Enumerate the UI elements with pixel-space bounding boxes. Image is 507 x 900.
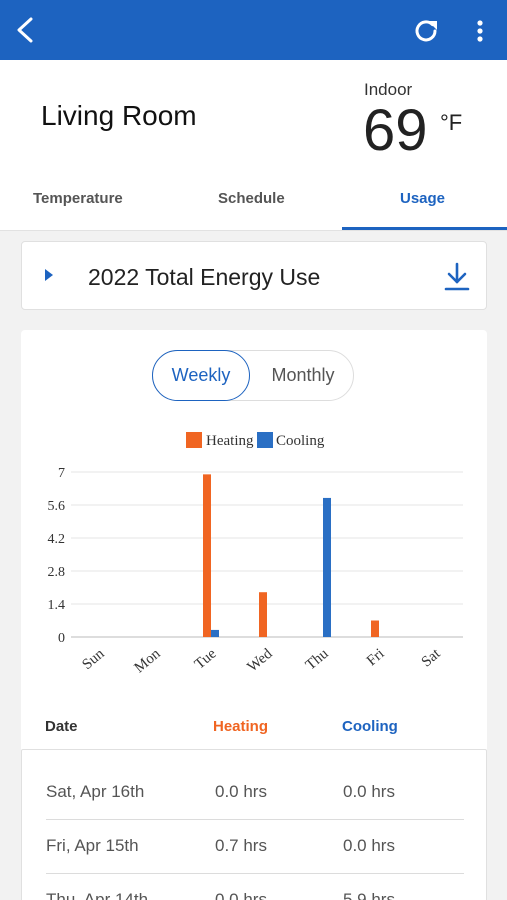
usage-table: Sat, Apr 16th 0.0 hrs 0.0 hrs Fri, Apr 1…: [21, 749, 487, 900]
column-heating: Heating: [213, 718, 269, 735]
x-tick-label: Sat: [419, 645, 445, 670]
usage-chart-card: Weekly Monthly Heating Cooling 0 1.4 2.8 4.…: [21, 330, 487, 900]
period-toggle: Weekly Monthly: [152, 350, 354, 401]
bar-heating-tue: [203, 474, 211, 637]
more-vertical-icon[interactable]: [470, 17, 490, 45]
row-date: Sat, Apr 16th: [46, 782, 145, 801]
row-date: Fri, Apr 15th: [46, 836, 139, 855]
y-tick-label: 1.4: [48, 598, 66, 613]
caret-right-icon[interactable]: [44, 268, 54, 282]
tab-bar: Temperature Schedule Usage: [0, 170, 507, 231]
y-tick-label: 7: [58, 466, 65, 481]
usage-bar-chart: Heating Cooling 0 1.4 2.8 4.2 5.6 7 Sun Mon Tue…: [48, 432, 463, 676]
bar-heating-wed: [259, 592, 267, 637]
bar-cooling-thu: [323, 497, 331, 637]
indoor-label: Indoor: [364, 80, 413, 99]
row-date: Thu, Apr 14th: [46, 890, 149, 900]
x-tick-label: Wed: [245, 645, 276, 675]
row-cooling: 0.0 hrs: [343, 836, 395, 855]
energy-use-title: 2022 Total Energy Use: [88, 264, 321, 290]
legend-heating-label: Heating: [206, 433, 254, 449]
table-row: Fri, Apr 15th 0.7 hrs 0.0 hrs: [22, 820, 486, 874]
x-tick-label: Fri: [364, 646, 388, 670]
usage-table-header: Date Heating Cooling: [21, 710, 487, 750]
y-tick-label: 5.6: [48, 499, 66, 514]
x-tick-label: Mon: [132, 645, 164, 676]
energy-use-card[interactable]: 2022 Total Energy Use: [21, 241, 487, 310]
row-divider: [46, 819, 464, 820]
temperature-unit: °F: [440, 110, 463, 135]
indoor-temperature: 69: [363, 98, 428, 163]
tab-temperature[interactable]: Temperature: [33, 190, 123, 207]
column-date: Date: [45, 718, 78, 735]
room-name: Living Room: [41, 100, 197, 131]
x-tick-label: Sun: [79, 645, 108, 673]
legend-cooling-swatch: [257, 432, 273, 448]
row-heating: 0.7 hrs: [215, 836, 267, 855]
bar-heating-fri: [371, 620, 379, 637]
refresh-icon[interactable]: [413, 17, 441, 45]
download-icon[interactable]: [444, 262, 470, 292]
active-tab-indicator: [342, 227, 507, 230]
column-cooling: Cooling: [342, 718, 398, 735]
x-tick-label: Thu: [303, 645, 332, 673]
weekly-toggle-button[interactable]: Weekly: [152, 350, 250, 401]
row-divider: [46, 873, 464, 874]
row-heating: 0.0 hrs: [215, 782, 267, 801]
monthly-toggle-button[interactable]: Monthly: [271, 365, 335, 385]
chart-legend: Heating Cooling: [186, 432, 325, 449]
x-tick-label: Tue: [192, 646, 220, 673]
row-heating: 0.0 hrs: [215, 890, 267, 900]
table-row: Thu, Apr 14th 0.0 hrs 5.9 hrs: [22, 874, 486, 900]
y-tick-label: 0: [58, 631, 65, 646]
legend-heating-swatch: [186, 432, 202, 448]
table-row: Sat, Apr 16th 0.0 hrs 0.0 hrs: [22, 766, 486, 820]
tab-usage[interactable]: Usage: [400, 190, 446, 207]
y-tick-label: 4.2: [48, 532, 66, 547]
y-tick-label: 2.8: [48, 565, 66, 580]
row-cooling: 5.9 hrs: [343, 890, 395, 900]
bar-cooling-tue: [211, 629, 219, 637]
tab-schedule[interactable]: Schedule: [218, 190, 285, 207]
row-cooling: 0.0 hrs: [343, 782, 395, 801]
app-bar: [0, 0, 507, 60]
chevron-left-icon[interactable]: [14, 16, 38, 44]
legend-cooling-label: Cooling: [276, 433, 325, 449]
